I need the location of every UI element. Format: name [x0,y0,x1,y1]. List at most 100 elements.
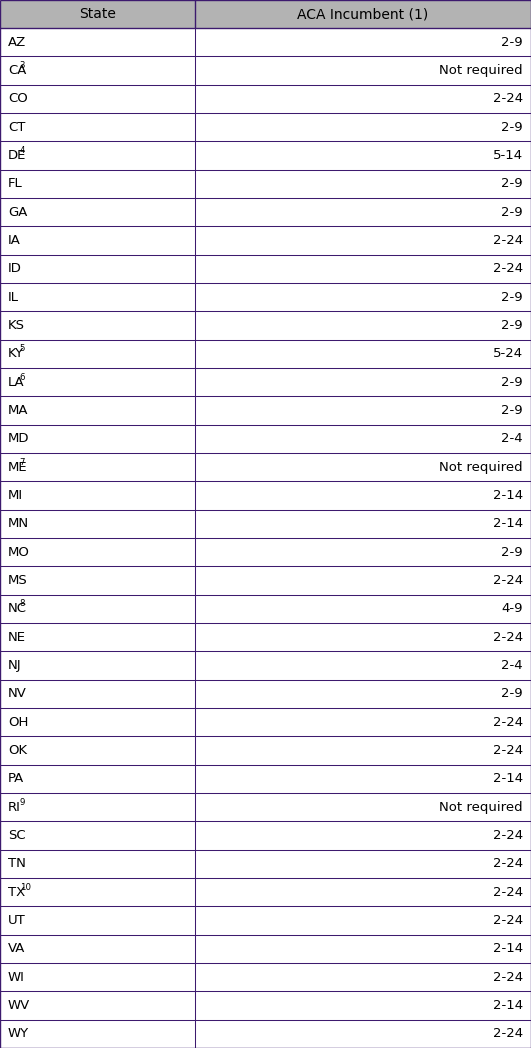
Bar [0,28,531,57]
Text: 4-9: 4-9 [501,603,523,615]
Bar [0,255,531,283]
Text: RI: RI [8,801,21,813]
Text: MS: MS [8,574,28,587]
Text: 5: 5 [20,344,25,353]
Text: 6: 6 [20,373,25,381]
Text: 2-14: 2-14 [493,999,523,1012]
Text: NE: NE [8,631,26,643]
Text: DE: DE [8,149,27,162]
Text: 2-9: 2-9 [501,121,523,134]
Text: PA: PA [8,772,24,785]
Text: 2-24: 2-24 [493,970,523,984]
Bar [0,538,531,566]
Text: 2-24: 2-24 [493,234,523,247]
Text: Not required: Not required [439,801,523,813]
Text: MN: MN [8,518,29,530]
Text: 7: 7 [20,458,25,466]
Text: 2-9: 2-9 [501,687,523,700]
Bar [0,737,531,765]
Text: UT: UT [8,914,25,927]
Text: 2-24: 2-24 [493,262,523,276]
Text: 2-24: 2-24 [493,574,523,587]
Bar [0,652,531,680]
Bar [0,141,531,170]
Bar [0,340,531,368]
Text: 2-9: 2-9 [501,319,523,332]
Bar [0,566,531,594]
Text: 2-24: 2-24 [493,914,523,927]
Bar [0,57,531,85]
Text: 2-4: 2-4 [501,659,523,672]
Text: KS: KS [8,319,25,332]
Text: SC: SC [8,829,25,842]
Text: TN: TN [8,857,26,870]
Text: WV: WV [8,999,30,1012]
Text: ACA Incumbent (1): ACA Incumbent (1) [297,7,429,21]
Text: Not required: Not required [439,461,523,474]
Text: MA: MA [8,403,29,417]
Text: 2-14: 2-14 [493,772,523,785]
Text: LA: LA [8,375,24,389]
Text: 2-9: 2-9 [501,205,523,219]
Bar [0,935,531,963]
Text: 2-14: 2-14 [493,942,523,956]
Bar [0,226,531,255]
Bar [0,283,531,311]
Bar [0,509,531,538]
Bar [0,878,531,907]
Text: 2-9: 2-9 [501,290,523,304]
Bar [0,311,531,340]
Bar [0,963,531,991]
Text: IA: IA [8,234,21,247]
Bar [0,396,531,424]
Text: 2-24: 2-24 [493,92,523,106]
Bar [0,680,531,708]
Bar [0,481,531,509]
Text: 2-9: 2-9 [501,375,523,389]
Bar [0,368,531,396]
Text: FL: FL [8,177,23,191]
Text: NC: NC [8,603,27,615]
Text: 5-14: 5-14 [493,149,523,162]
Text: VA: VA [8,942,25,956]
Bar [0,85,531,113]
Text: WY: WY [8,1027,29,1041]
Text: GA: GA [8,205,28,219]
Bar [0,424,531,453]
Text: 2-24: 2-24 [493,631,523,643]
Text: NV: NV [8,687,27,700]
Text: OH: OH [8,716,28,728]
Text: Not required: Not required [439,64,523,77]
Text: CO: CO [8,92,28,106]
Bar [0,822,531,850]
Bar [0,907,531,935]
Bar [0,198,531,226]
Bar [0,453,531,481]
Text: 8: 8 [20,599,25,608]
Text: KY: KY [8,347,24,361]
Text: WI: WI [8,970,25,984]
Text: ID: ID [8,262,22,276]
Bar [0,991,531,1020]
Bar [0,765,531,793]
Bar [0,623,531,652]
Text: 2-24: 2-24 [493,886,523,899]
Bar [0,113,531,141]
Bar [0,594,531,623]
Text: 2-9: 2-9 [501,546,523,559]
Text: 2-9: 2-9 [501,177,523,191]
Text: 2-24: 2-24 [493,744,523,757]
Text: 2-4: 2-4 [501,433,523,445]
Text: CT: CT [8,121,25,134]
Text: 2-24: 2-24 [493,829,523,842]
Text: 9: 9 [20,798,25,807]
Text: 2-24: 2-24 [493,1027,523,1041]
Bar [0,793,531,822]
Bar [0,170,531,198]
Text: 2-14: 2-14 [493,518,523,530]
Bar [0,850,531,878]
Bar [0,708,531,737]
Text: 2-14: 2-14 [493,489,523,502]
Text: 3: 3 [20,61,25,70]
Text: MI: MI [8,489,23,502]
